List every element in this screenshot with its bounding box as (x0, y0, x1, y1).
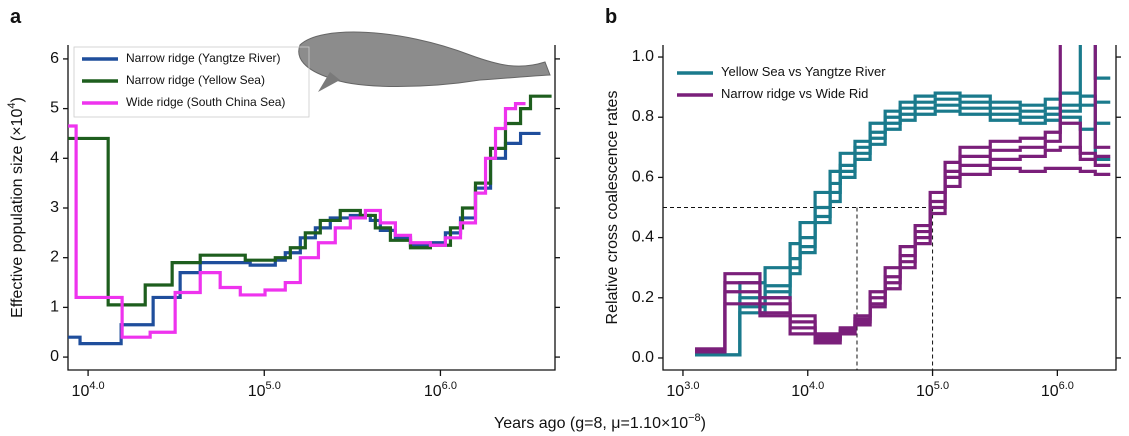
x-tick-label: 104.0 (72, 380, 105, 400)
dugong-illustration (298, 31, 551, 92)
legend-frame (73, 46, 310, 118)
y-tick-label: 0.8 (632, 108, 654, 125)
y-tick-label: 1.0 (632, 48, 654, 65)
y-tick-label: 6 (50, 50, 59, 67)
axis-line (67, 45, 556, 371)
series-line (695, 166, 1111, 354)
series-line (695, 94, 1111, 357)
plot-area (68, 94, 552, 346)
y-tick-label: 0.2 (632, 289, 654, 306)
series-line (695, 103, 1111, 357)
x-tick-label: 105.0 (248, 380, 281, 400)
legend-label: Yellow Sea vs Yangtze River (721, 64, 886, 79)
y-tick-label: 4 (50, 150, 59, 167)
y-tick-label: 0 (50, 348, 59, 365)
series-line (695, 45, 1111, 357)
plot-area (663, 45, 1111, 370)
series-line (68, 102, 526, 339)
y-tick-label: 0.0 (632, 349, 654, 366)
y-tick-label: 1 (50, 299, 59, 316)
x-axis-label: Years ago (g=8, μ=1.10×10−8) (494, 412, 706, 432)
y-axis-label: Relative cross coalescence rates (604, 91, 621, 325)
x-tick-label: 104.0 (791, 380, 824, 400)
series-line (68, 94, 552, 307)
x-tick-label: 105.0 (916, 380, 949, 400)
legend-label: Wide ridge (South China Sea) (126, 95, 285, 109)
series-line (695, 121, 1111, 351)
legend-label: Narrow ridge (Yangtze River) (126, 51, 281, 65)
y-tick-label: 2 (50, 249, 59, 266)
x-tick-label: 106.0 (1041, 380, 1074, 400)
x-tick-label: 103.0 (666, 380, 699, 400)
y-axis-label: Effective population size (×104) (6, 97, 26, 318)
y-tick-label: 0.4 (632, 229, 654, 246)
panel-label: b (605, 6, 617, 28)
x-tick-label: 106.0 (424, 380, 457, 400)
y-tick-label: 0.6 (632, 169, 654, 186)
panel-label: a (10, 6, 22, 28)
legend-label: Narrow ridge (Yellow Sea) (126, 73, 265, 87)
series-line (695, 109, 1111, 357)
legend-label: Narrow ridge vs Wide Rid (721, 86, 868, 101)
y-tick-label: 5 (50, 100, 59, 117)
y-tick-label: 3 (50, 199, 59, 216)
series-line (695, 145, 1111, 354)
